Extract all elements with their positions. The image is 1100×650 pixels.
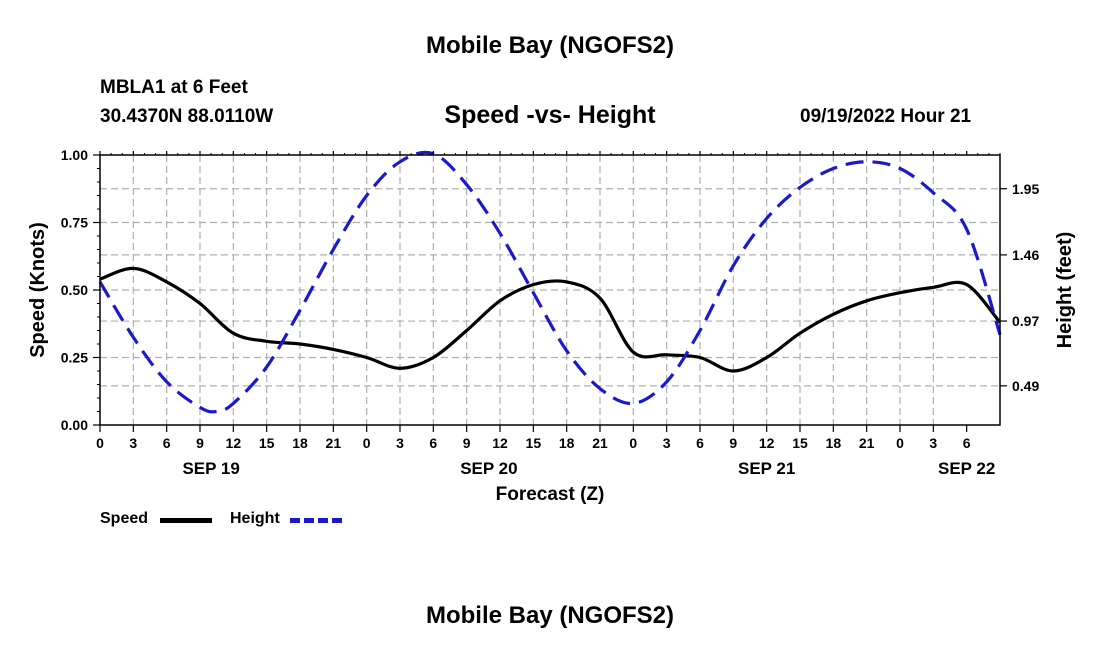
x-tick-label: 3 [396,435,404,451]
legend-speed-label: Speed [100,510,149,527]
x-axis-label: Forecast (Z) [496,484,605,505]
y2-tick-label: 1.46 [1012,247,1039,263]
x-tick-label: 6 [429,435,437,451]
y2-tick-label: 1.95 [1012,181,1039,197]
height-series-line [98,150,1002,414]
main-title: Mobile Bay (NGOFS2) [425,32,675,59]
x-tick-label: 0 [629,435,637,451]
x-tick-label: 3 [663,435,671,451]
y-tick-label: 0.25 [61,350,88,366]
coords-label: 30.4370N 88.0110W [100,106,274,127]
station-label: MBLA1 at 6 Feet [100,77,248,98]
date-label: SEP 21 [738,459,795,478]
axes-layer: 0 3 6 9 12 15 18 21 0 3 6 9 12 15 18 21 0 3 6 9 12 15 18 21 0 3 6S… [61,147,1040,478]
footer-title: Mobile Bay (NGOFS2) [425,602,675,629]
legend-height-label: Height [230,510,280,527]
x-tick-label: 21 [592,435,608,451]
y-tick-label: 0.75 [61,215,88,231]
y-tick-label: 0.00 [61,417,88,433]
x-tick-label: 12 [226,435,242,451]
x-tick-label: 21 [859,435,875,451]
x-tick-label: 15 [792,435,808,451]
x-tick-label: 0 [896,435,904,451]
x-tick-label: 3 [929,435,937,451]
series-layer [98,150,1002,414]
date-label: SEP 20 [460,459,517,478]
x-tick-label: 6 [696,435,704,451]
x-tick-label: 18 [559,435,575,451]
legend-height-swatch [290,518,342,523]
y-axis-label: Speed (Knots) [27,222,49,358]
x-tick-label: 9 [729,435,737,451]
date-label: 09/19/2022 Hour 21 [800,106,972,127]
x-tick-label: 6 [963,435,971,451]
y2-tick-label: 0.97 [1012,313,1039,329]
x-tick-label: 9 [196,435,204,451]
x-tick-label: 12 [492,435,508,451]
y-tick-label: 1.00 [61,147,88,163]
chart-title: Speed -vs- Height [444,101,656,129]
y2-tick-label: 0.49 [1012,378,1039,394]
x-tick-label: 6 [163,435,171,451]
date-label: SEP 22 [938,459,995,478]
grid-lines [100,155,1000,425]
y-tick-label: 0.50 [61,282,88,298]
x-tick-label: 18 [292,435,308,451]
x-tick-label: 0 [96,435,104,451]
x-tick-label: 15 [259,435,275,451]
x-tick-label: 3 [129,435,137,451]
speed-series-line [99,266,1002,373]
x-tick-label: 12 [759,435,775,451]
x-tick-label: 15 [526,435,542,451]
x-tick-label: 0 [363,435,371,451]
x-tick-label: 9 [463,435,471,451]
legend-speed-swatch [160,518,212,523]
x-tick-label: 18 [826,435,842,451]
date-label: SEP 19 [182,459,239,478]
x-tick-label: 21 [326,435,342,451]
y2-axis-label: Height (feet) [1054,232,1076,349]
